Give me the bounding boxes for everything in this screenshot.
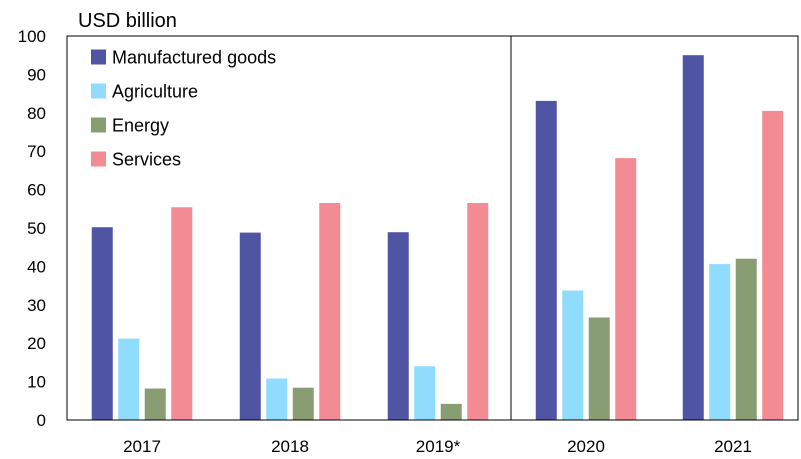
legend-swatch-manufactured-goods — [91, 49, 106, 65]
bar-energy-2017 — [144, 388, 166, 420]
y-axis-unit-label: USD billion — [78, 10, 177, 32]
bar-energy-2018 — [292, 387, 314, 420]
x-axis-ticks: 2017 2018 2019* 2020 2021 — [123, 437, 752, 456]
y-tick-label: 10 — [27, 373, 46, 392]
bar-energy-2020 — [588, 317, 610, 420]
bar-agriculture-2017 — [118, 338, 140, 420]
y-axis-ticks: 0 10 20 30 40 50 60 70 80 90 100 — [18, 27, 46, 430]
y-tick-label: 100 — [18, 27, 46, 46]
x-tick-label: 2017 — [123, 437, 161, 456]
legend-label: Agriculture — [112, 82, 198, 102]
y-tick-label: 70 — [27, 142, 46, 161]
x-tick-label: 2019* — [416, 437, 461, 456]
bar-services-2020 — [615, 158, 637, 420]
y-tick-label: 90 — [27, 65, 46, 84]
y-tick-label: 50 — [27, 219, 46, 238]
legend-label: Energy — [112, 116, 169, 136]
legend-swatch-agriculture — [91, 83, 106, 99]
bar-energy-2019 — [440, 403, 462, 420]
bar-agriculture-2018 — [266, 378, 288, 420]
plot-frame — [66, 35, 799, 421]
bar-manufactured-goods-2020 — [535, 100, 557, 421]
y-tick-label: 30 — [27, 296, 46, 315]
y-tick-label: 60 — [27, 181, 46, 200]
y-tick-label: 40 — [27, 257, 46, 276]
legend-label: Services — [112, 150, 181, 170]
bar-manufactured-goods-2017 — [91, 227, 113, 420]
bar-agriculture-2020 — [562, 290, 584, 420]
bars — [91, 55, 784, 421]
bar-manufactured-goods-2018 — [239, 232, 261, 420]
bar-services-2018 — [319, 203, 341, 420]
bar-services-2017 — [171, 207, 193, 420]
bar-energy-2021 — [735, 258, 757, 420]
y-tick-label: 0 — [37, 411, 46, 430]
y-tick-label: 20 — [27, 334, 46, 353]
x-tick-label: 2020 — [567, 437, 605, 456]
legend-label: Manufactured goods — [112, 48, 276, 68]
x-tick-label: 2018 — [271, 437, 309, 456]
bar-services-2021 — [762, 110, 784, 420]
bar-agriculture-2019 — [414, 366, 436, 420]
bar-manufactured-goods-2019 — [387, 232, 409, 420]
bar-agriculture-2021 — [709, 264, 731, 420]
bar-manufactured-goods-2021 — [682, 55, 704, 420]
x-tick-label: 2021 — [714, 437, 752, 456]
legend: Manufactured goods Agriculture Energy Servi… — [91, 48, 276, 170]
legend-swatch-energy — [91, 117, 106, 133]
legend-swatch-services — [91, 151, 106, 167]
bar-services-2019 — [467, 203, 489, 420]
y-tick-label: 80 — [27, 104, 46, 123]
